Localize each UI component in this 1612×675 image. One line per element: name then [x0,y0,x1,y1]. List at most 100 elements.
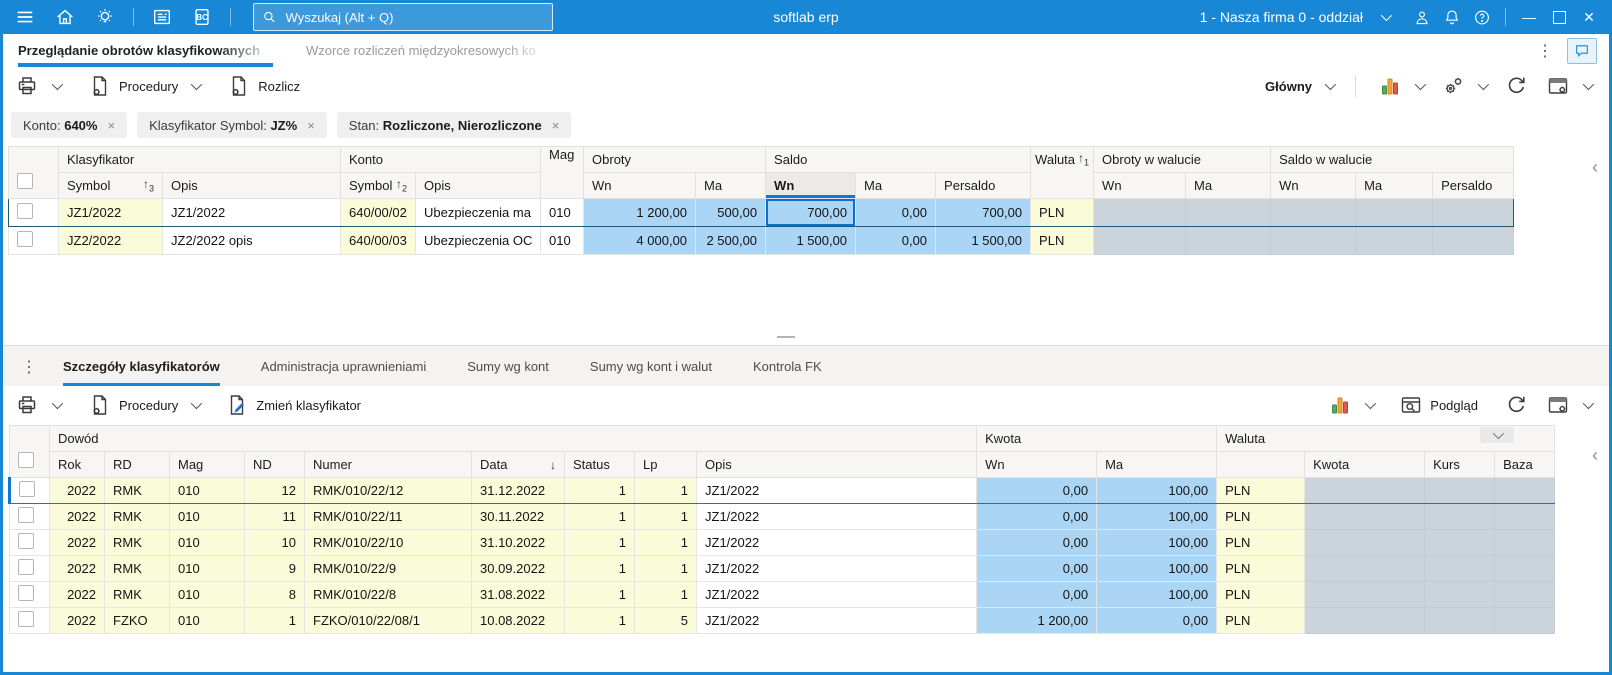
col-saldo-walucie-ma[interactable]: Ma [1355,172,1434,199]
col-waluta-kwota[interactable]: Kwota [1304,451,1426,478]
cell-nd[interactable]: 11 [244,503,305,530]
hamburger-menu-icon[interactable] [12,4,38,30]
cell-waluta[interactable]: PLN [1030,198,1095,227]
col-mag[interactable]: Mag [540,146,585,199]
view-selector[interactable]: Główny [1259,75,1339,98]
refresh-button[interactable] [1498,70,1534,102]
cell-opis[interactable]: JZ1/2022 [695,555,978,582]
cell-data[interactable]: 30.11.2022 [471,503,565,530]
dropdown-caret[interactable] [1582,397,1595,410]
dropdown-caret[interactable] [191,397,203,410]
cell-data[interactable]: 31.10.2022 [471,529,565,556]
cell-status[interactable]: 1 [564,477,635,504]
chart-button[interactable] [1322,389,1379,421]
comment-icon[interactable] [1567,37,1597,64]
search-input[interactable] [283,8,544,26]
dropdown-caret[interactable] [1582,78,1595,91]
cell-numer[interactable]: RMK/010/22/12 [304,477,472,504]
table-row[interactable]: 2022 RMK 010 10 RMK/010/22/10 31.10.2022… [9,529,1556,556]
cell-status[interactable]: 1 [564,555,635,582]
cell-obroty-ma[interactable]: 2 500,00 [695,226,767,255]
col-saldo-ma[interactable]: Ma [855,172,937,199]
cell-waluta[interactable]: PLN [1216,503,1306,530]
row-checkbox[interactable] [18,533,34,549]
cell-rd[interactable]: RMK [104,477,170,504]
cell-konto-symbol[interactable]: 640/00/02 [340,198,417,227]
cell-persaldo[interactable]: 1 500,00 [935,226,1032,255]
lightbulb-icon[interactable] [92,4,118,30]
chart-button[interactable] [1372,70,1429,102]
row-checkbox[interactable] [18,585,34,601]
cell-rd[interactable]: RMK [104,581,170,608]
cell-opis[interactable]: JZ1/2022 [695,581,978,608]
cell-data[interactable]: 31.08.2022 [471,581,565,608]
cell-konto-opis[interactable]: Ubezpieczenia OC [415,226,542,255]
col-lp[interactable]: Lp [634,451,697,478]
cell-ma[interactable]: 100,00 [1096,477,1218,504]
cell-wn[interactable]: 0,00 [976,477,1098,504]
col-opis[interactable]: Opis [695,451,978,478]
cell-waluta[interactable]: PLN [1216,555,1306,582]
cell-wn[interactable]: 1 200,00 [976,607,1098,634]
cell-obroty-wn[interactable]: 4 000,00 [583,226,697,255]
news-icon[interactable] [149,4,175,30]
col-obroty-wn[interactable]: Wn [583,172,697,199]
cell-rok[interactable]: 2022 [49,581,105,608]
tab-wzorce-rozliczen[interactable]: Wzorce rozliczeń międzyokresowych ko [306,34,556,67]
col-data[interactable]: Data ↓ [471,451,565,478]
cell-mag[interactable]: 010 [169,581,245,608]
cell-ma[interactable]: 0,00 [1096,607,1218,634]
cell-klas-symbol[interactable]: JZ2/2022 [58,226,163,255]
detail-tabs-menu-icon[interactable]: ⋮ [17,355,41,379]
tab-overflow-menu-icon[interactable]: ⋮ [1533,39,1557,63]
row-checkbox[interactable] [18,507,34,523]
col-numer[interactable]: Numer [304,451,472,478]
cell-mag[interactable]: 010 [169,555,245,582]
cell-mag[interactable]: 010 [169,529,245,556]
cell-numer[interactable]: RMK/010/22/8 [304,581,472,608]
cell-numer[interactable]: RMK/010/22/9 [304,555,472,582]
cell-numer[interactable]: RMK/010/22/11 [304,503,472,530]
cell-rok[interactable]: 2022 [49,503,105,530]
table-row[interactable]: JZ1/2022 JZ1/2022 640/00/02 Ubezpieczeni… [8,198,1515,227]
col-klasyfikator-symbol[interactable]: Symbol ↑3 [58,172,163,199]
col-obroty-walucie-wn[interactable]: Wn [1093,172,1187,199]
cell-opis[interactable]: JZ1/2022 [695,529,978,556]
search-box[interactable] [253,3,553,31]
cell-data[interactable]: 30.09.2022 [471,555,565,582]
remove-filter-icon[interactable]: × [551,117,560,133]
cell-ma[interactable]: 100,00 [1096,555,1218,582]
dropdown-caret[interactable] [1414,78,1427,91]
cell-saldo-ma[interactable]: 0,00 [855,226,937,255]
cell-wn[interactable]: 0,00 [976,555,1098,582]
cell-nd[interactable]: 8 [244,581,305,608]
col-saldo-persaldo[interactable]: Persaldo [935,172,1032,199]
col-konto-opis[interactable]: Opis [415,172,542,199]
print-button[interactable] [9,389,66,421]
cell-klas-symbol[interactable]: JZ1/2022 [58,198,163,227]
cell-status[interactable]: 1 [564,581,635,608]
table-row[interactable]: 2022 RMK 010 11 RMK/010/22/11 30.11.2022… [9,503,1556,530]
cell-konto-symbol[interactable]: 640/00/03 [340,226,417,255]
cell-lp[interactable]: 1 [634,529,697,556]
cell-rok[interactable]: 2022 [49,607,105,634]
collapse-toolbar-button[interactable] [1480,427,1514,443]
grid-settings-button[interactable] [1540,70,1597,102]
remove-filter-icon[interactable]: × [107,117,116,133]
procedures-button[interactable]: Procedury [82,70,205,102]
cell-lp[interactable]: 1 [634,555,697,582]
cell-mag[interactable]: 010 [169,607,245,634]
col-nd[interactable]: ND [244,451,305,478]
cell-ma[interactable]: 100,00 [1096,581,1218,608]
col-obroty-ma[interactable]: Ma [695,172,767,199]
row-checkbox[interactable] [17,203,33,219]
settings-button[interactable] [1435,70,1492,102]
bell-icon[interactable] [1437,2,1467,32]
cell-waluta[interactable]: PLN [1216,607,1306,634]
col-rok[interactable]: Rok [49,451,105,478]
cell-nd[interactable]: 9 [244,555,305,582]
print-button[interactable] [9,70,66,102]
procedures-button[interactable]: Procedury [82,389,205,421]
cell-rd[interactable]: RMK [104,555,170,582]
cell-wn[interactable]: 0,00 [976,581,1098,608]
